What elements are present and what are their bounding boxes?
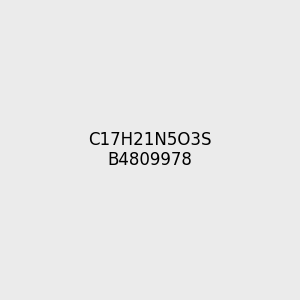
Text: C17H21N5O3S
B4809978: C17H21N5O3S B4809978 [88,130,212,170]
